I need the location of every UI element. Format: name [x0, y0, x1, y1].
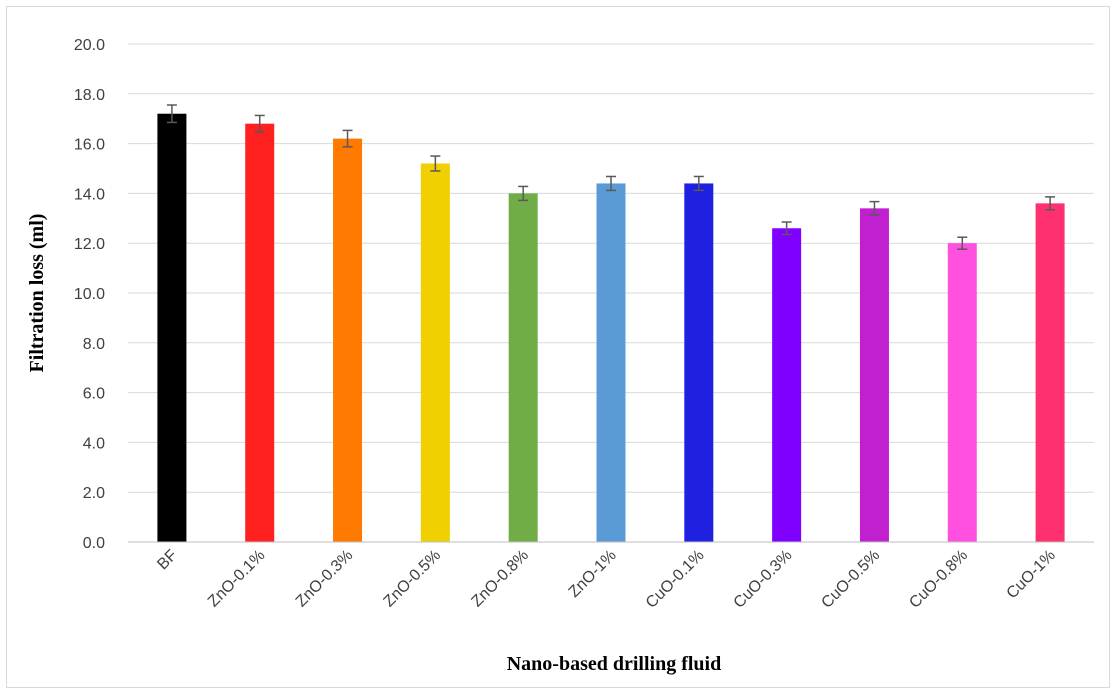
y-tick-label: 20.0	[74, 37, 105, 54]
error-bar	[342, 129, 353, 148]
y-tick-label: 16.0	[74, 137, 105, 154]
bar	[596, 183, 626, 542]
x-tick-label: ZnO-1%	[566, 547, 620, 601]
y-tick-label: 14.0	[74, 186, 105, 203]
bar	[333, 138, 363, 542]
bar	[157, 113, 187, 542]
bar	[420, 163, 450, 542]
bar	[859, 208, 889, 542]
error-bar	[518, 185, 529, 202]
y-tick-label: 8.0	[83, 336, 105, 353]
x-tick-label: ZnO-0.1%	[205, 547, 269, 611]
x-tick-label: CuO-0.1%	[643, 547, 708, 612]
y-tick-label: 10.0	[74, 286, 105, 303]
bar	[245, 123, 275, 543]
error-bar	[606, 175, 616, 192]
y-tick-label: 18.0	[74, 87, 105, 104]
error-bar	[957, 236, 968, 250]
x-tick-label: ZnO-0.8%	[468, 547, 532, 611]
error-bar	[693, 175, 704, 192]
error-bar	[781, 221, 792, 236]
error-bar	[1045, 196, 1056, 211]
error-bar	[430, 155, 441, 172]
x-tick-label: CuO-0.5%	[818, 547, 883, 612]
error-bar	[254, 114, 265, 133]
chart-frame	[6, 6, 1110, 688]
bar	[947, 243, 977, 542]
y-tick-label: 12.0	[74, 236, 105, 253]
gridlines	[128, 43, 1094, 493]
y-tick-label: 2.0	[83, 485, 105, 502]
x-tick-label: ZnO-0.5%	[381, 547, 445, 611]
y-axis-tick-labels: 0.0 2.0 4.0 6.0 8.0 10.0 12.0 14.0 16.0 18.0 20.0	[74, 37, 105, 552]
error-bar	[869, 200, 880, 216]
error-bars	[166, 104, 1056, 250]
bar	[684, 183, 714, 542]
x-tick-label: CuO-0.3%	[731, 547, 796, 612]
y-tick-label: 4.0	[83, 435, 105, 452]
x-tick-label: CuO-1%	[1004, 547, 1059, 602]
y-axis-title: Filtration loss (ml)	[26, 214, 48, 373]
x-axis-title: Nano-based drilling fluid	[507, 653, 722, 675]
x-tick-label: ZnO-0.3%	[293, 547, 357, 611]
x-tick-label: BF	[154, 547, 181, 574]
x-axis-tick-labels: BF ZnO-0.1% ZnO-0.3% ZnO-0.5% ZnO-0.8% ZnO-1%…	[154, 547, 1059, 612]
y-tick-label: 6.0	[83, 386, 105, 403]
x-tick-label: CuO-0.8%	[906, 547, 971, 612]
y-tick-label: 0.0	[83, 535, 105, 552]
error-bar	[166, 104, 177, 124]
bar	[1035, 203, 1065, 543]
bars	[157, 113, 1065, 543]
bar	[772, 228, 802, 542]
bar	[508, 193, 538, 542]
